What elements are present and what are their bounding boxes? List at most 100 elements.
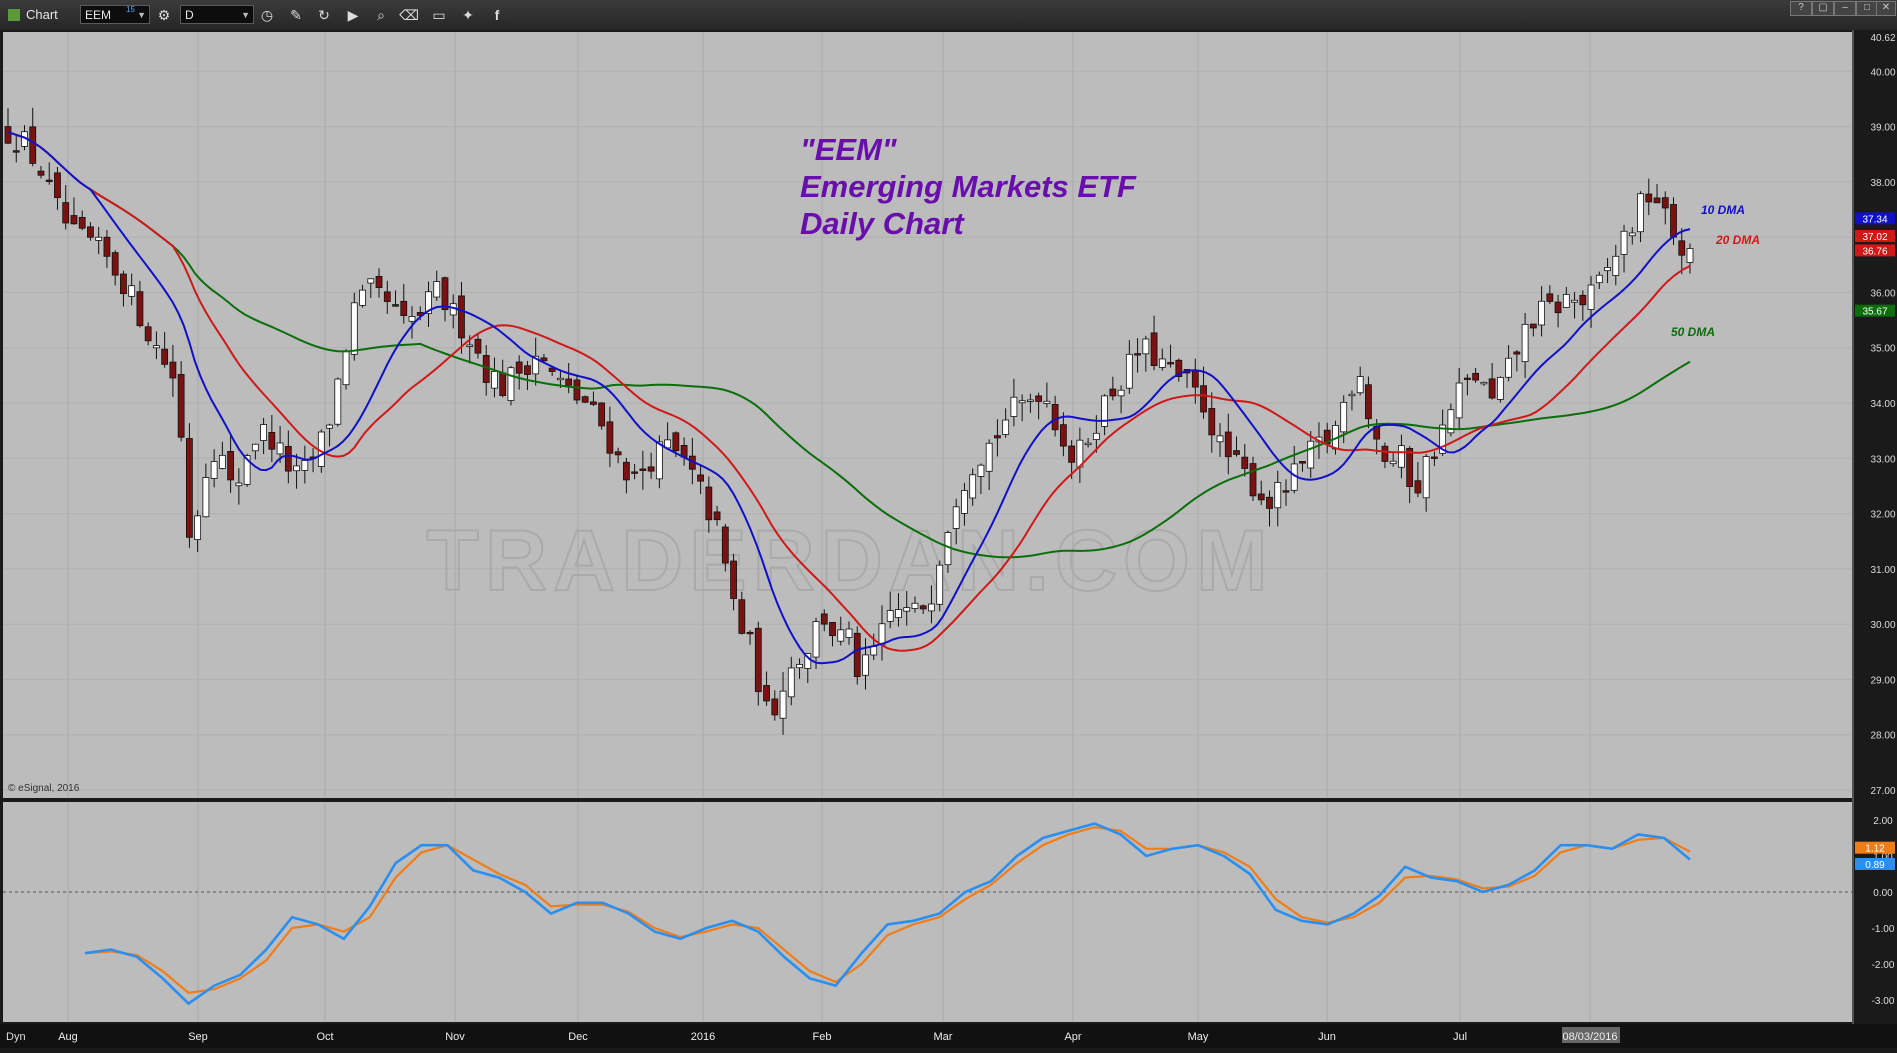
candle-body bbox=[1529, 323, 1537, 329]
chart-title: "EEM" Emerging Markets ETF Daily Chart bbox=[800, 132, 1137, 241]
candle-body bbox=[4, 126, 12, 144]
candle-body bbox=[45, 179, 53, 182]
candle-body bbox=[177, 374, 185, 438]
candle-body bbox=[1348, 393, 1356, 397]
candle-body bbox=[936, 564, 944, 605]
price-marker-label: 37.02 bbox=[1862, 232, 1887, 243]
candle-body bbox=[903, 607, 911, 612]
refresh-icon[interactable]: ↻ bbox=[318, 7, 330, 23]
facebook-icon[interactable]: f bbox=[494, 7, 500, 23]
time-axis-label: Dec bbox=[568, 1031, 588, 1043]
draw-pencil-icon[interactable]: ✎ bbox=[290, 7, 302, 23]
candle-body bbox=[730, 560, 737, 599]
candle-body bbox=[878, 623, 886, 646]
chevron-down-icon: ▼ bbox=[241, 10, 250, 20]
osc-marker-label: 0.89 bbox=[1865, 860, 1885, 871]
candle-body bbox=[1686, 248, 1694, 263]
candle-body bbox=[144, 326, 152, 342]
candle-body bbox=[235, 482, 243, 487]
interval-select[interactable]: D ▼ bbox=[180, 5, 254, 24]
symbol-input[interactable]: EEM 15 ▼ bbox=[80, 5, 150, 24]
candle-body bbox=[1389, 460, 1397, 465]
candle-body bbox=[1299, 461, 1306, 464]
candle-body bbox=[474, 338, 482, 354]
candle-body bbox=[1521, 323, 1529, 363]
candle-body bbox=[260, 424, 267, 441]
candle-body bbox=[672, 432, 680, 452]
candle-body bbox=[705, 486, 713, 521]
candle-body bbox=[763, 685, 770, 702]
candle-body bbox=[771, 698, 779, 716]
osc-tick-label: 1.00 bbox=[1873, 852, 1893, 863]
candle-body bbox=[194, 515, 202, 540]
candle-body bbox=[1620, 230, 1628, 255]
interval-value: D bbox=[185, 8, 194, 22]
candle-body bbox=[1109, 388, 1117, 397]
price-tick-label: 27.00 bbox=[1870, 786, 1895, 797]
time-gridlines bbox=[67, 32, 1591, 1022]
dyn-label[interactable]: Dyn bbox=[6, 1031, 26, 1043]
candle-body bbox=[1175, 359, 1183, 378]
time-axis-label: Apr bbox=[1064, 1031, 1081, 1043]
dma50-line bbox=[89, 188, 1691, 559]
oscillator-fast-line bbox=[84, 822, 1691, 1006]
clock-icon[interactable]: ◷ bbox=[260, 7, 274, 23]
maximize-icon[interactable]: □ bbox=[1856, 1, 1878, 16]
candle-body bbox=[1488, 378, 1496, 399]
candle-body bbox=[1604, 267, 1611, 272]
candle-body bbox=[284, 445, 292, 472]
candle-body bbox=[1381, 445, 1389, 462]
minimize-icon[interactable]: – bbox=[1834, 1, 1856, 16]
candle-body bbox=[1398, 445, 1405, 468]
candle-body bbox=[218, 454, 226, 469]
link-icon[interactable]: ▢ bbox=[1812, 1, 1834, 16]
candle-body bbox=[895, 609, 902, 619]
candle-body bbox=[1612, 255, 1620, 276]
eraser-icon[interactable]: ⌫ bbox=[399, 7, 419, 23]
candle-body bbox=[1340, 401, 1348, 433]
candle-body bbox=[425, 291, 432, 314]
candle-body bbox=[293, 465, 300, 472]
chart-title-line-1: "EEM" bbox=[800, 132, 898, 167]
osc-tick-label: -2.00 bbox=[1872, 960, 1895, 971]
price-tick-label: 31.00 bbox=[1870, 565, 1895, 576]
candle-body bbox=[754, 627, 762, 693]
osc-marker-label: 1.12 bbox=[1865, 844, 1885, 855]
time-axis-label: May bbox=[1188, 1031, 1209, 1043]
candle-body bbox=[1167, 362, 1174, 365]
close-icon[interactable]: ✕ bbox=[1876, 1, 1896, 16]
candle-body bbox=[103, 236, 111, 257]
candle-body bbox=[1562, 294, 1570, 308]
candle-body bbox=[1645, 193, 1653, 203]
price-gridlines bbox=[3, 70, 1852, 791]
dma10-line bbox=[7, 131, 1691, 665]
candle-body bbox=[1051, 404, 1059, 431]
candle-body bbox=[210, 461, 218, 479]
play-icon[interactable]: ▶ bbox=[347, 7, 359, 23]
price-marker-label: 36.76 bbox=[1862, 246, 1887, 257]
chart-app-icon bbox=[8, 9, 20, 21]
candle-body bbox=[1134, 353, 1141, 356]
time-axis-label: Jun bbox=[1318, 1031, 1336, 1043]
candle-body bbox=[1505, 357, 1513, 378]
price-tick-label: 34.00 bbox=[1870, 399, 1895, 410]
candle-body bbox=[697, 474, 704, 482]
candle-body bbox=[548, 367, 556, 372]
search-icon[interactable]: ⌕ bbox=[377, 7, 385, 23]
time-axis-label: Nov bbox=[445, 1031, 465, 1043]
price-candles bbox=[4, 107, 1694, 735]
time-axis: Dyn Aug Sep Oct Nov Dec 2016 Feb Mar Apr May Jun Ju… bbox=[0, 1024, 1897, 1048]
candle-body bbox=[928, 603, 935, 612]
symbol-settings-icon[interactable]: ⚙ bbox=[157, 7, 171, 23]
candle-body bbox=[721, 526, 729, 564]
candle-body bbox=[1538, 300, 1545, 326]
comment-icon[interactable]: ▭ bbox=[432, 7, 446, 23]
candle-body bbox=[1158, 358, 1166, 368]
candle-body bbox=[367, 278, 375, 284]
candle-body bbox=[787, 667, 795, 698]
twitter-icon[interactable]: ✦ bbox=[462, 7, 474, 23]
candle-body bbox=[202, 477, 210, 518]
candle-body bbox=[1200, 385, 1207, 413]
candle-body bbox=[969, 474, 977, 499]
help-icon[interactable]: ? bbox=[1790, 1, 1812, 16]
